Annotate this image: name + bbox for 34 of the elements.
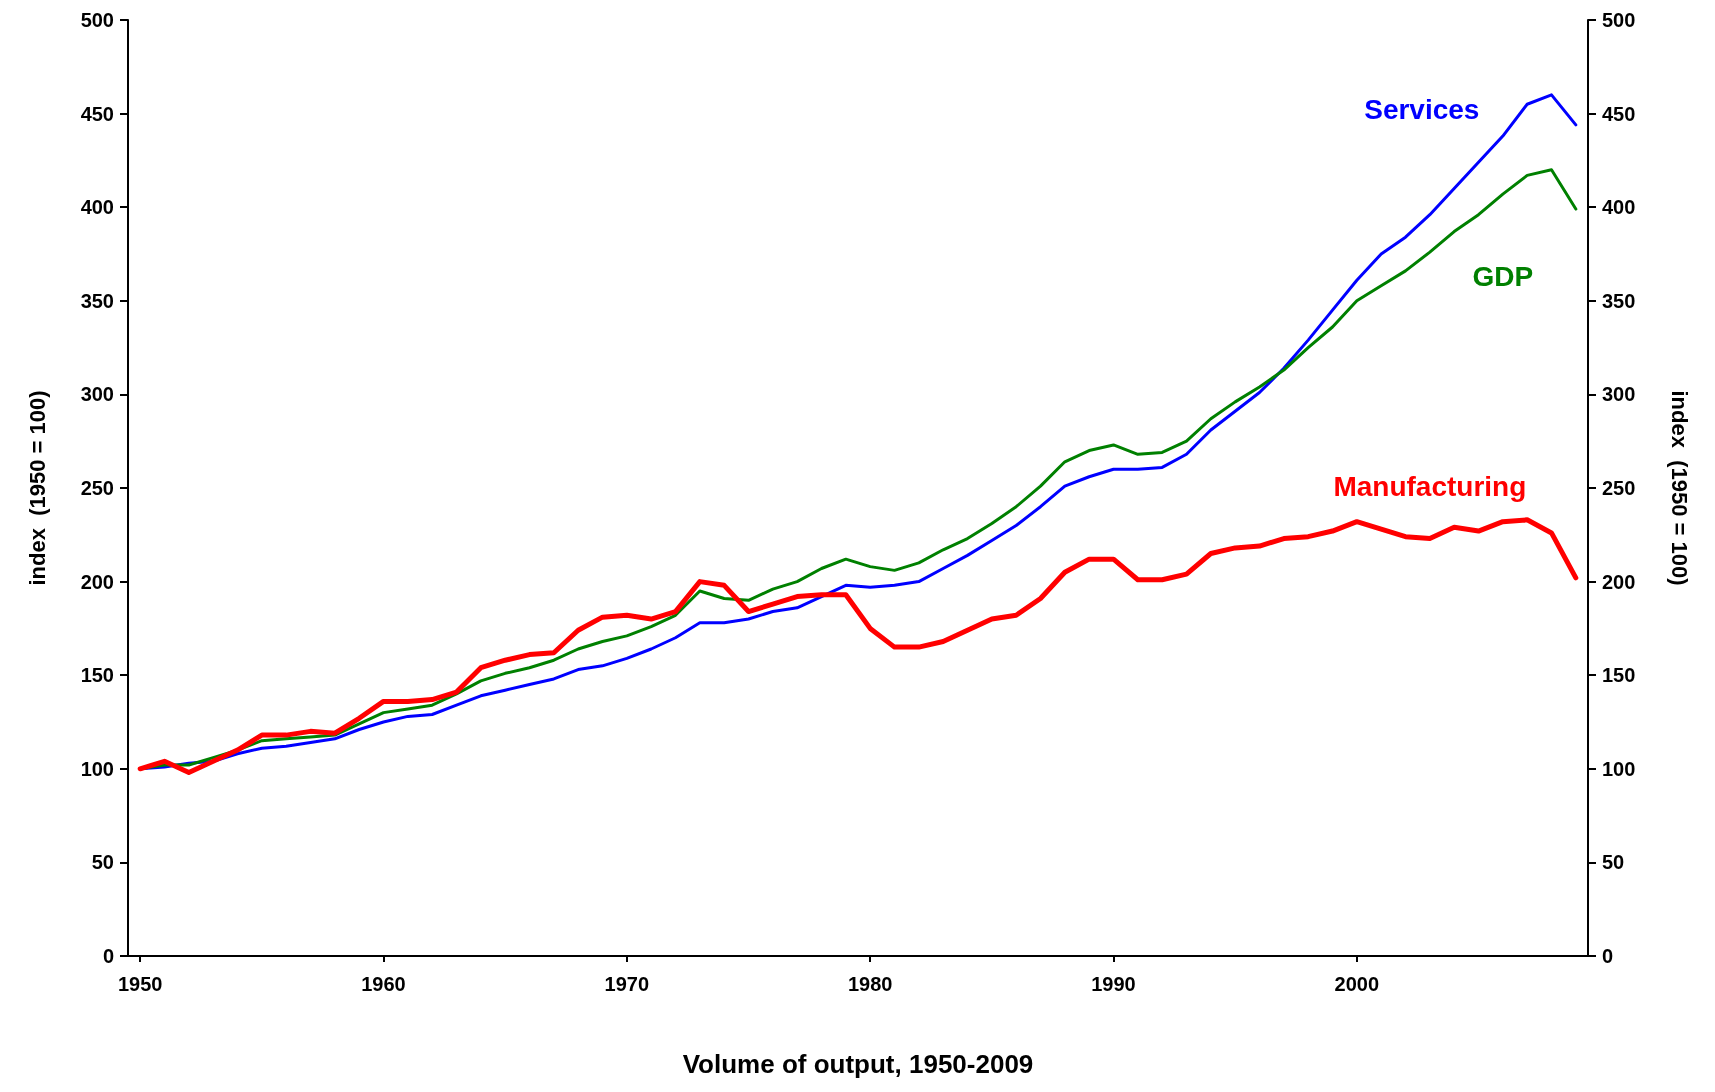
- y-tick-label: 200: [80, 570, 114, 593]
- y-tick-label: 450: [80, 102, 114, 125]
- x-tick-label: 1980: [847, 973, 893, 995]
- x-tick-label: 1950: [117, 973, 163, 995]
- y-tick-label: 100: [80, 757, 114, 780]
- y-tick-label: 350: [80, 289, 114, 312]
- y-tick-label: 250: [80, 477, 114, 499]
- y2-tick-label: 0: [1602, 945, 1614, 967]
- y2-axis-title: index (1950 = 100): [1666, 390, 1692, 586]
- x-tick-label: 1990: [1091, 973, 1136, 995]
- y2-tick-label: 250: [1602, 477, 1636, 499]
- y-tick-label: 500: [80, 9, 114, 31]
- y2-tick-label: 150: [1602, 664, 1636, 687]
- y2-tick-label: 500: [1602, 9, 1636, 31]
- y-tick-label: 300: [80, 383, 114, 406]
- y-tick-label: 50: [91, 851, 114, 874]
- x-tick-label: 1960: [361, 973, 406, 995]
- y-axis-title: index (1950 = 100): [24, 390, 50, 586]
- y2-tick-label: 450: [1602, 102, 1636, 125]
- x-tick-label: 2000: [1334, 973, 1380, 995]
- y2-tick-label: 200: [1602, 570, 1636, 593]
- y2-tick-label: 100: [1602, 757, 1636, 780]
- y-tick-label: 400: [80, 196, 114, 219]
- y2-tick-label: 350: [1602, 289, 1636, 312]
- y-tick-label: 150: [80, 664, 114, 687]
- series-label: GDP: [1472, 260, 1534, 292]
- y2-tick-label: 300: [1602, 383, 1636, 406]
- series-label: Services: [1364, 94, 1480, 126]
- y2-tick-label: 50: [1602, 851, 1625, 874]
- x-axis-title: Volume of output, 1950-2009: [682, 1049, 1034, 1079]
- y2-tick-label: 400: [1602, 196, 1636, 219]
- y-tick-label: 0: [102, 945, 114, 967]
- x-tick-label: 1970: [604, 973, 650, 995]
- series-label: Manufacturing: [1333, 471, 1527, 503]
